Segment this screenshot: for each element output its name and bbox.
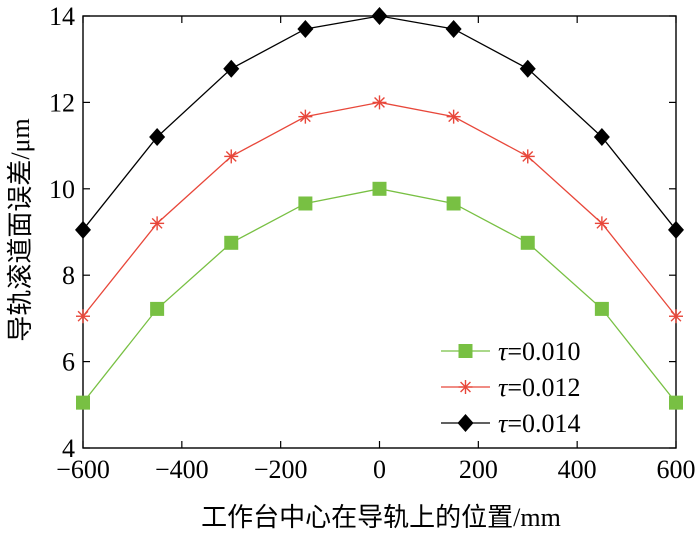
data-point: [520, 149, 535, 164]
data-point: [372, 181, 387, 196]
data-point: [593, 127, 610, 146]
series-line: [82, 188, 677, 404]
data-point: [224, 235, 239, 250]
data-point: [297, 19, 314, 38]
data-point: [224, 149, 239, 164]
data-point: [149, 127, 166, 146]
data-point: [669, 395, 683, 410]
data-point: [298, 196, 313, 211]
x-tick-label: 0: [373, 455, 386, 484]
x-axis-label: 工作台中心在导轨上的位置/mm: [201, 503, 561, 532]
legend-item: τ=0.010: [441, 337, 580, 366]
data-point: [372, 95, 387, 110]
data-point: [446, 109, 461, 124]
legend-marker: [458, 380, 473, 394]
series-layer: [75, 7, 684, 410]
y-tick-label: 4: [62, 434, 75, 463]
series-0: [76, 181, 683, 410]
data-point: [223, 59, 240, 78]
data-point: [150, 301, 165, 316]
y-tick-label: 14: [49, 2, 75, 31]
series-1: [76, 95, 683, 324]
y-axis-label: 导轨滚道面误差/μm: [6, 118, 35, 341]
x-tick-label: −200: [254, 455, 308, 484]
x-tick-label: −600: [56, 455, 110, 484]
legend-label: τ=0.010: [498, 337, 580, 366]
data-point: [75, 220, 91, 239]
y-tick-label: 10: [49, 175, 75, 204]
x-tick-label: 600: [657, 455, 696, 484]
legend-label: τ=0.014: [498, 409, 580, 438]
ticks: −600 −400 −200 0 200 400 600 4 6 8 10 12 14: [49, 2, 696, 484]
legend-marker: [457, 414, 474, 432]
x-tick-label: −400: [155, 455, 209, 484]
legend-item: τ=0.014: [441, 409, 580, 438]
data-point: [668, 220, 684, 239]
data-point: [76, 395, 90, 410]
series-2: [75, 7, 684, 239]
data-point: [520, 235, 535, 250]
data-point: [594, 216, 609, 231]
legend-item: τ=0.012: [441, 373, 580, 402]
y-tick-label: 12: [49, 88, 75, 117]
series-line: [82, 15, 677, 231]
x-tick-label: 200: [459, 455, 498, 484]
legend-label: τ=0.012: [498, 373, 580, 402]
data-point: [594, 301, 609, 316]
series-line: [82, 101, 677, 317]
legend: τ=0.010 τ=0.012 τ=0.014: [441, 337, 580, 438]
data-point: [669, 309, 683, 324]
plot-frame: [82, 15, 677, 449]
data-point: [298, 109, 313, 124]
x-tick-label: 400: [558, 455, 597, 484]
legend-marker: [458, 344, 473, 358]
data-point: [446, 196, 461, 211]
data-point: [76, 309, 90, 324]
data-point: [150, 216, 165, 231]
y-tick-label: 6: [62, 348, 75, 377]
y-tick-label: 8: [62, 261, 75, 290]
data-point: [371, 7, 388, 25]
axes: [82, 15, 677, 449]
data-point: [445, 19, 462, 38]
data-point: [519, 59, 536, 78]
